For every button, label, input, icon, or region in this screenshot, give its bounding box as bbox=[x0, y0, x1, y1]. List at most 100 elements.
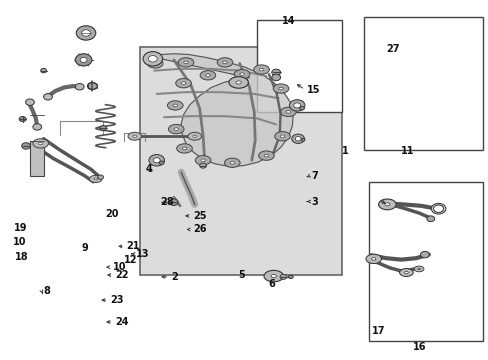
Circle shape bbox=[149, 154, 164, 166]
Text: 21: 21 bbox=[126, 241, 140, 251]
Ellipse shape bbox=[181, 82, 185, 85]
Ellipse shape bbox=[153, 62, 157, 65]
Text: 13: 13 bbox=[136, 249, 149, 259]
Text: 11: 11 bbox=[400, 146, 413, 156]
Bar bbox=[256, 21, 341, 112]
Circle shape bbox=[293, 103, 300, 108]
Circle shape bbox=[271, 69, 280, 76]
Text: 10: 10 bbox=[13, 237, 27, 247]
Ellipse shape bbox=[39, 142, 43, 145]
Ellipse shape bbox=[230, 162, 234, 164]
Text: 18: 18 bbox=[15, 252, 29, 262]
Ellipse shape bbox=[264, 270, 283, 282]
Circle shape bbox=[87, 82, 97, 90]
Ellipse shape bbox=[94, 178, 97, 180]
Ellipse shape bbox=[187, 132, 201, 140]
Ellipse shape bbox=[280, 135, 284, 138]
Polygon shape bbox=[149, 54, 293, 166]
Circle shape bbox=[280, 274, 286, 279]
Text: 10: 10 bbox=[113, 262, 126, 272]
Text: 9: 9 bbox=[81, 243, 88, 253]
Bar bbox=[30, 140, 43, 176]
Text: 1: 1 bbox=[341, 145, 348, 156]
Ellipse shape bbox=[173, 104, 177, 107]
Circle shape bbox=[43, 94, 52, 100]
Ellipse shape bbox=[280, 107, 296, 117]
Text: 19: 19 bbox=[14, 224, 28, 233]
Circle shape bbox=[288, 275, 293, 279]
Ellipse shape bbox=[228, 77, 248, 88]
Circle shape bbox=[289, 100, 305, 111]
Ellipse shape bbox=[285, 111, 290, 113]
Text: 16: 16 bbox=[412, 342, 426, 352]
Circle shape bbox=[420, 251, 428, 258]
Circle shape bbox=[148, 55, 157, 62]
Ellipse shape bbox=[274, 132, 290, 141]
Ellipse shape bbox=[174, 128, 178, 130]
Ellipse shape bbox=[365, 254, 381, 264]
Text: 2: 2 bbox=[171, 272, 178, 282]
Ellipse shape bbox=[258, 151, 274, 160]
Ellipse shape bbox=[384, 203, 389, 206]
Text: 14: 14 bbox=[282, 17, 295, 27]
Circle shape bbox=[153, 158, 160, 163]
Circle shape bbox=[430, 203, 445, 214]
Ellipse shape bbox=[201, 159, 205, 162]
Ellipse shape bbox=[195, 156, 210, 165]
Ellipse shape bbox=[168, 125, 183, 134]
Ellipse shape bbox=[224, 158, 240, 167]
Ellipse shape bbox=[176, 144, 192, 153]
Ellipse shape bbox=[205, 74, 210, 77]
Circle shape bbox=[291, 134, 304, 143]
Ellipse shape bbox=[200, 71, 215, 80]
Circle shape bbox=[143, 51, 162, 66]
Text: 3: 3 bbox=[311, 197, 318, 207]
Circle shape bbox=[271, 74, 280, 81]
Text: 8: 8 bbox=[43, 286, 50, 296]
Ellipse shape bbox=[33, 139, 48, 148]
Circle shape bbox=[41, 68, 46, 73]
Ellipse shape bbox=[182, 147, 186, 150]
Ellipse shape bbox=[234, 69, 249, 79]
Ellipse shape bbox=[167, 101, 183, 110]
Circle shape bbox=[75, 54, 92, 66]
Text: 15: 15 bbox=[306, 85, 320, 95]
Circle shape bbox=[433, 205, 443, 212]
Ellipse shape bbox=[236, 81, 241, 84]
Ellipse shape bbox=[413, 266, 423, 272]
Ellipse shape bbox=[183, 61, 188, 64]
Ellipse shape bbox=[371, 258, 375, 260]
Ellipse shape bbox=[178, 58, 193, 67]
Circle shape bbox=[21, 143, 30, 149]
Ellipse shape bbox=[133, 135, 136, 137]
Ellipse shape bbox=[404, 271, 407, 274]
Text: 22: 22 bbox=[115, 270, 128, 280]
Circle shape bbox=[100, 126, 106, 131]
Text: 25: 25 bbox=[193, 211, 206, 221]
Ellipse shape bbox=[264, 154, 268, 157]
Circle shape bbox=[433, 205, 443, 212]
Circle shape bbox=[299, 107, 304, 110]
Ellipse shape bbox=[399, 269, 412, 276]
Circle shape bbox=[295, 136, 301, 141]
Circle shape bbox=[25, 99, 34, 105]
Text: 4: 4 bbox=[146, 163, 152, 174]
Ellipse shape bbox=[240, 73, 244, 76]
Circle shape bbox=[81, 30, 90, 36]
Text: 27: 27 bbox=[385, 44, 399, 54]
Circle shape bbox=[75, 84, 84, 90]
Text: 24: 24 bbox=[115, 317, 128, 327]
Text: 5: 5 bbox=[238, 270, 245, 280]
Circle shape bbox=[19, 117, 26, 122]
Text: 6: 6 bbox=[267, 279, 274, 289]
Circle shape bbox=[426, 216, 434, 222]
Text: 23: 23 bbox=[110, 295, 123, 305]
Bar bbox=[363, 17, 483, 149]
Ellipse shape bbox=[270, 275, 276, 278]
Ellipse shape bbox=[128, 132, 142, 140]
Text: 7: 7 bbox=[311, 171, 318, 181]
Circle shape bbox=[301, 138, 305, 141]
Bar bbox=[368, 182, 483, 341]
Text: 17: 17 bbox=[371, 325, 385, 336]
Ellipse shape bbox=[89, 175, 102, 183]
